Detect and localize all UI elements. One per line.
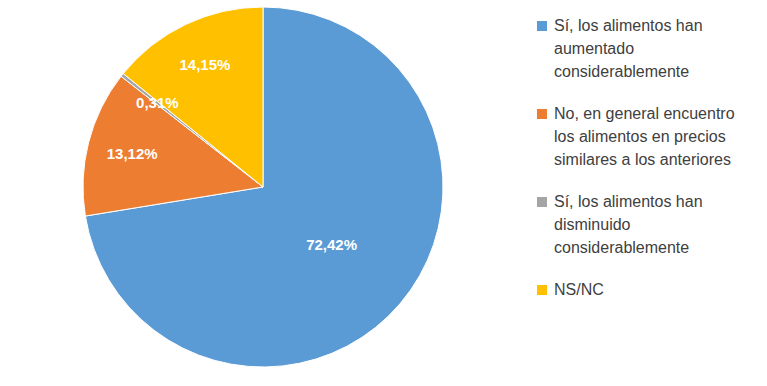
legend-item: Sí, los alimentos han aumentado consider… <box>537 14 752 83</box>
legend-text: Sí, los alimentos han disminuido conside… <box>554 193 703 256</box>
legend-swatch <box>537 285 547 295</box>
legend-item: No, en general encuentro los alimentos e… <box>537 102 752 171</box>
data-label: 0,31% <box>136 94 179 111</box>
legend: Sí, los alimentos han aumentado consider… <box>537 14 752 320</box>
legend-text: No, en general encuentro los alimentos e… <box>554 105 735 168</box>
legend-swatch <box>537 109 547 119</box>
chart-root: 72,42% 13,12% 0,31% 14,15% Sí, los alimento… <box>0 0 767 386</box>
slices <box>83 7 443 367</box>
data-label: 13,12% <box>107 145 158 162</box>
legend-text: Sí, los alimentos han aumentado consider… <box>554 17 703 80</box>
legend-swatch <box>537 21 547 31</box>
legend-swatch <box>537 197 547 207</box>
data-labels: 72,42% 13,12% 0,31% 14,15% <box>107 56 357 253</box>
legend-item: Sí, los alimentos han disminuido conside… <box>537 190 752 259</box>
data-label: 14,15% <box>180 56 231 73</box>
legend-text: NS/NC <box>554 281 604 298</box>
legend-item: NS/NC <box>537 278 752 301</box>
data-label: 72,42% <box>306 236 357 253</box>
